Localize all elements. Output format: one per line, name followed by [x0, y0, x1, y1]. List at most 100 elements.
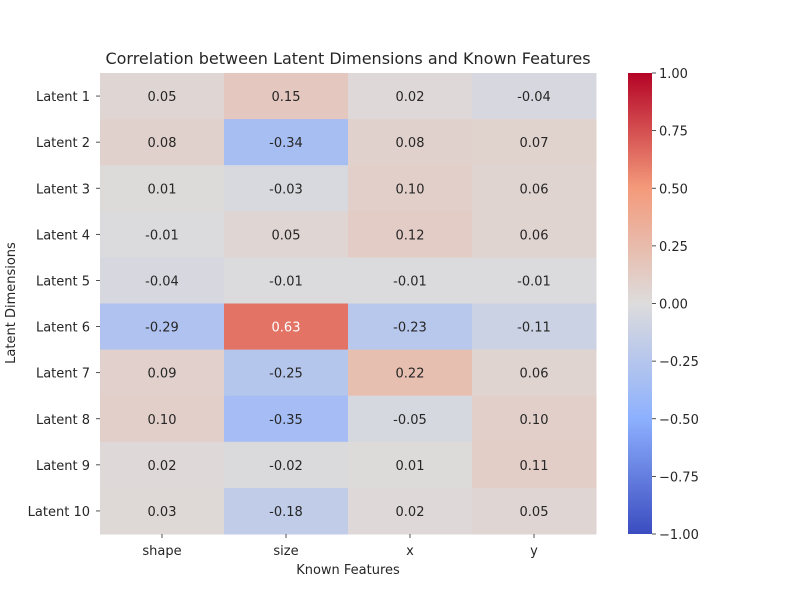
heatmap-cell: [348, 257, 473, 304]
colorbar-tick-label: −0.50: [659, 413, 699, 428]
heatmap-cell: [348, 303, 473, 351]
heatmap-cell: [348, 487, 473, 535]
heatmap-cell: [348, 441, 473, 489]
cell-annotation: 0.08: [148, 136, 177, 151]
colorbar-tick-label: 0.50: [659, 182, 688, 197]
heatmap-cell: [348, 119, 473, 166]
cell-annotations: 0.05 0.15 0.02 -0.04 0.08 -0.34 0.08 0.07 0.01 -0…: [145, 90, 551, 520]
cell-annotation: 0.06: [520, 228, 549, 243]
colorbar-tick-label: −1.00: [659, 528, 699, 543]
row-tick-label: Latent 8: [36, 413, 90, 428]
heatmap-cell: [224, 119, 349, 166]
cell-annotation: 0.02: [396, 505, 425, 520]
heatmap-cells: [100, 73, 597, 535]
heatmap-cell: [100, 165, 225, 212]
heatmap-cell: [472, 303, 597, 351]
cell-annotation: 0.03: [148, 505, 177, 520]
cell-annotation: -0.25: [269, 367, 303, 382]
row-tick-label: Latent 6: [36, 321, 90, 336]
cell-annotation: 0.02: [396, 90, 425, 105]
heatmap-cell: [100, 441, 225, 489]
row-tick-labels: Latent 1 Latent 2 Latent 3 Latent 4 Latent 5…: [28, 90, 100, 520]
colorbar-tick-label: 0.00: [659, 298, 688, 313]
colorbar-ticks: 1.00 0.75 0.50 0.25 0.00 −0.25 −0.50 −0.75 −1.00: [652, 67, 699, 543]
x-axis-label: Known Features: [296, 563, 400, 578]
cell-annotation: 0.10: [396, 182, 425, 197]
cell-annotation: -0.01: [517, 274, 551, 289]
column-tick-label: shape: [142, 544, 181, 559]
column-tick-label: size: [273, 544, 298, 559]
cell-annotation: 0.22: [396, 367, 425, 382]
heatmap-cell: [224, 73, 349, 120]
heatmap-cell: [472, 73, 597, 120]
cell-annotation: 0.02: [148, 459, 177, 474]
heatmap-cell: [472, 441, 597, 489]
heatmap-cell: [100, 119, 225, 166]
column-tick-label: x: [406, 544, 414, 559]
row-tick-label: Latent 7: [36, 367, 90, 382]
cell-annotation: -0.35: [269, 413, 303, 428]
heatmap-cell: [348, 165, 473, 212]
cell-annotation: -0.01: [393, 274, 427, 289]
heatmap-cell: [472, 211, 597, 258]
heatmap-cell: [472, 119, 597, 166]
cell-annotation: 0.15: [272, 90, 301, 105]
heatmap-cell: [224, 211, 349, 258]
cell-annotation: 0.06: [520, 367, 549, 382]
row-tick-label: Latent 10: [28, 505, 90, 520]
cell-annotation: 0.01: [396, 459, 425, 474]
heatmap-cell: [224, 349, 349, 397]
colorbar-tick-label: 0.25: [659, 240, 688, 255]
row-tick-label: Latent 3: [36, 182, 90, 197]
column-tick-labels: shape size x y: [142, 534, 538, 559]
cell-annotation: -0.23: [393, 321, 427, 336]
cell-annotation: 0.01: [148, 182, 177, 197]
row-tick-label: Latent 1: [36, 90, 90, 105]
cell-annotation: -0.29: [145, 321, 179, 336]
cell-annotation: 0.07: [520, 136, 549, 151]
heatmap-cell: [348, 349, 473, 397]
cell-annotation: 0.08: [396, 136, 425, 151]
row-tick-label: Latent 4: [36, 228, 90, 243]
cell-annotation: 0.11: [520, 459, 549, 474]
cell-annotation: -0.34: [269, 136, 303, 151]
colorbar-tick-label: 0.75: [659, 125, 688, 140]
heatmap-cell: [100, 257, 225, 304]
heatmap-cell: [224, 165, 349, 212]
heatmap-cell: [348, 395, 473, 443]
row-tick-label: Latent 5: [36, 274, 90, 289]
heatmap-cell: [224, 303, 349, 351]
cell-annotation: -0.01: [269, 274, 303, 289]
cell-annotation: 0.06: [520, 182, 549, 197]
cell-annotation: -0.03: [269, 182, 303, 197]
cell-annotation: 0.63: [272, 321, 301, 336]
heatmap-cell: [100, 211, 225, 258]
heatmap-cell: [224, 487, 349, 535]
heatmap-cell: [224, 441, 349, 489]
cell-annotation: -0.05: [393, 413, 427, 428]
colorbar-tick-label: −0.75: [659, 470, 699, 485]
heatmap-cell: [472, 395, 597, 443]
heatmap-cell: [348, 73, 473, 120]
cell-annotation: 0.09: [148, 367, 177, 382]
row-tick-label: Latent 9: [36, 459, 90, 474]
heatmap-cell: [224, 395, 349, 443]
cell-annotation: 0.10: [148, 413, 177, 428]
cell-annotation: 0.12: [396, 228, 425, 243]
heatmap-cell: [348, 211, 473, 258]
heatmap-cell: [100, 303, 225, 351]
colorbar-tick-label: 1.00: [659, 67, 688, 82]
cell-annotation: 0.05: [272, 228, 301, 243]
heatmap-cell: [472, 257, 597, 304]
column-tick-label: y: [530, 544, 538, 559]
colorbar: [628, 73, 652, 534]
heatmap-cell: [472, 165, 597, 212]
cell-annotation: -0.04: [517, 90, 551, 105]
cell-annotation: 0.05: [148, 90, 177, 105]
y-axis-label: Latent Dimensions: [4, 242, 19, 364]
chart-title: Correlation between Latent Dimensions an…: [105, 49, 590, 68]
heatmap-cell: [472, 487, 597, 535]
heatmap-cell: [100, 73, 225, 120]
heatmap-cell: [100, 349, 225, 397]
